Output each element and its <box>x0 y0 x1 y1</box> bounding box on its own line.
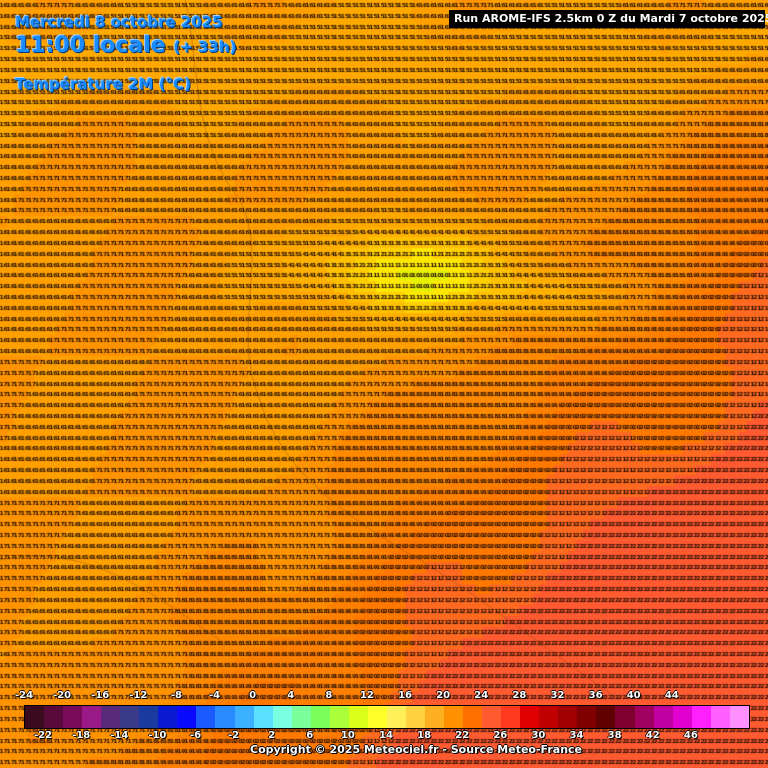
legend-tick-label: -4 <box>208 690 221 701</box>
legend-tick-label: 22 <box>455 730 470 741</box>
legend-tick-label: 32 <box>550 690 565 701</box>
forecast-lead-time: (+ 33h) <box>173 38 237 56</box>
legend-tick-label: 8 <box>325 690 333 701</box>
legend-swatch <box>424 706 445 728</box>
legend-swatch <box>196 706 216 728</box>
parameter-title: Température 2M (°C) <box>15 75 191 93</box>
legend-tick-label: 14 <box>379 730 393 741</box>
legend-tick-label: 18 <box>417 730 432 741</box>
legend-swatch <box>177 706 197 728</box>
legend-swatch <box>291 706 311 728</box>
legend-swatch <box>634 706 654 728</box>
legend-tick-label: 10 <box>340 730 355 741</box>
legend-swatch <box>482 706 502 728</box>
legend-swatch <box>463 706 483 728</box>
legend-swatch <box>82 706 102 728</box>
legend-swatch <box>672 706 692 728</box>
legend-swatch <box>348 706 368 728</box>
legend-swatch <box>653 706 673 728</box>
legend-tick-label: 16 <box>398 690 413 701</box>
legend-tick-label: 12 <box>359 690 374 701</box>
legend-tick-label: -6 <box>189 730 202 741</box>
legend-swatch <box>253 706 273 728</box>
legend-swatch <box>444 706 464 728</box>
legend-tick-label: 40 <box>626 690 641 701</box>
legend-swatch <box>367 706 387 728</box>
legend-swatch <box>310 706 330 728</box>
legend-swatch <box>710 706 730 728</box>
legend-tick-label: -22 <box>34 730 53 741</box>
legend-tick-label: -16 <box>91 690 110 701</box>
legend-swatch <box>501 706 521 728</box>
legend-swatch <box>558 706 578 728</box>
legend-tick-label: 30 <box>531 730 546 741</box>
legend-swatch <box>386 706 406 728</box>
legend-tick-label: -24 <box>14 690 34 701</box>
forecast-date: Mercredi 8 octobre 2025 <box>15 13 223 31</box>
legend-swatch <box>158 706 178 728</box>
legend-swatch <box>329 706 349 728</box>
forecast-time-value: 11:00 locale <box>15 33 166 58</box>
legend-tick-label: 2 <box>268 730 276 741</box>
legend-swatch <box>234 706 254 728</box>
legend-swatch <box>25 706 45 728</box>
legend-tick-label: -2 <box>228 730 240 741</box>
copyright-text: Copyright © 2025 Meteociel.fr - Source M… <box>250 743 583 756</box>
legend-swatch <box>615 706 635 728</box>
color-legend <box>24 705 750 729</box>
legend-swatch <box>539 706 559 728</box>
legend-swatch <box>405 706 425 728</box>
legend-tick-label: 6 <box>306 730 314 741</box>
legend-tick-label: -12 <box>129 690 148 701</box>
legend-swatch <box>272 706 292 728</box>
legend-swatch <box>139 706 159 728</box>
legend-swatch <box>729 706 749 728</box>
legend-swatch <box>120 706 140 728</box>
legend-tick-label: 44 <box>664 690 679 701</box>
legend-tick-label: 26 <box>493 730 508 741</box>
legend-swatch <box>215 706 235 728</box>
legend-tick-label: 34 <box>569 730 584 741</box>
legend-tick-label: 0 <box>249 690 257 701</box>
legend-swatch <box>691 706 711 728</box>
legend-tick-label: 4 <box>287 690 295 701</box>
legend-tick-label: -8 <box>170 690 182 701</box>
legend-tick-label: 20 <box>436 690 451 701</box>
legend-tick-label: 28 <box>512 690 527 701</box>
legend-tick-label: 36 <box>588 690 603 701</box>
legend-tick-label: -20 <box>53 690 72 701</box>
legend-swatch <box>63 706 83 728</box>
legend-swatch <box>577 706 597 728</box>
forecast-time: 11:00 locale (+ 33h) <box>15 33 236 58</box>
legend-swatch <box>44 706 64 728</box>
legend-tick-label: 46 <box>683 730 698 741</box>
run-info-label: Run AROME-IFS 2.5km 0 Z du Mardi 7 octob… <box>449 10 768 28</box>
legend-tick-label: -14 <box>110 730 129 741</box>
legend-tick-label: -18 <box>72 730 91 741</box>
legend-swatch <box>596 706 616 728</box>
legend-swatch <box>520 706 540 728</box>
legend-tick-label: 24 <box>474 690 489 701</box>
legend-swatch <box>101 706 121 728</box>
legend-tick-label: 38 <box>607 730 622 741</box>
legend-tick-label: -10 <box>148 730 167 741</box>
legend-tick-label: 42 <box>645 730 660 741</box>
